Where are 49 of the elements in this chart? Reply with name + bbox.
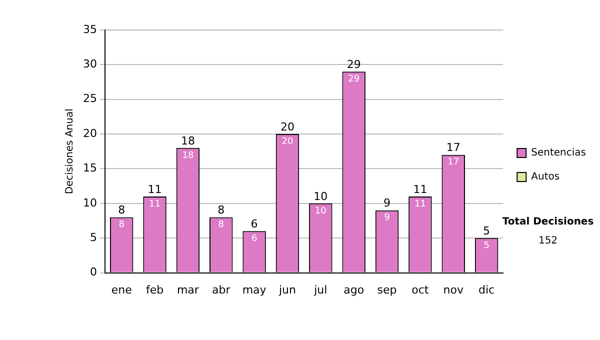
x-tick-label: nov bbox=[443, 283, 464, 296]
data-label: 17 bbox=[448, 158, 460, 168]
data-label: 6 bbox=[251, 234, 258, 244]
total-label: 10 bbox=[314, 190, 328, 203]
total-label: 20 bbox=[280, 120, 294, 134]
data-label: 20 bbox=[282, 136, 294, 147]
y-tick-label: 15 bbox=[82, 162, 97, 175]
x-tick-label: abr bbox=[212, 283, 231, 296]
x-tick-label: jul bbox=[313, 283, 328, 296]
y-tick-label: 25 bbox=[82, 92, 97, 106]
total-label: 18 bbox=[180, 134, 195, 148]
total-label: 17 bbox=[446, 141, 460, 154]
data-label: 9 bbox=[384, 213, 390, 224]
total-label: 29 bbox=[346, 58, 361, 71]
data-label: 11 bbox=[149, 199, 160, 210]
y-tick-label: 30 bbox=[82, 58, 97, 71]
total-label: 11 bbox=[413, 182, 428, 196]
data-label: 5 bbox=[484, 240, 490, 251]
total-label: 9 bbox=[384, 196, 391, 210]
x-tick-label: ene bbox=[111, 283, 132, 296]
data-label: 8 bbox=[218, 220, 224, 230]
text: 152 bbox=[538, 236, 558, 247]
x-tick-label: sep bbox=[377, 283, 397, 296]
legend-label: Autos bbox=[531, 172, 560, 183]
y-tick-label: 20 bbox=[82, 126, 97, 140]
data-label: 11 bbox=[414, 199, 426, 210]
total-label: 5 bbox=[483, 224, 490, 238]
y-axis-title: Decisiones Anual bbox=[64, 108, 76, 194]
x-tick-label: ago bbox=[344, 283, 364, 296]
y-tick-label: 5 bbox=[90, 230, 97, 244]
data-label: 10 bbox=[314, 206, 327, 216]
x-tick-label: may bbox=[242, 283, 267, 296]
x-tick-label: jun bbox=[278, 283, 296, 296]
x-tick-label: oct bbox=[412, 283, 430, 296]
total-label: 8 bbox=[118, 204, 126, 217]
total-label: 11 bbox=[148, 182, 162, 196]
x-tick-label: mar bbox=[176, 283, 200, 296]
y-tick-label: 35 bbox=[82, 22, 97, 36]
y-tick-label: 0 bbox=[90, 266, 97, 279]
annotation: Total Decisiones bbox=[502, 216, 594, 228]
total-label: 8 bbox=[218, 204, 225, 217]
x-tick-label: dic bbox=[478, 283, 495, 296]
total-label: 6 bbox=[250, 218, 258, 231]
x-tick-label: feb bbox=[146, 283, 164, 296]
legend-label: Sentencias bbox=[531, 148, 586, 159]
data-label: 29 bbox=[348, 74, 360, 84]
data-label: 8 bbox=[118, 220, 125, 230]
data-label: 18 bbox=[182, 150, 194, 161]
y-tick-label: 10 bbox=[82, 196, 97, 210]
